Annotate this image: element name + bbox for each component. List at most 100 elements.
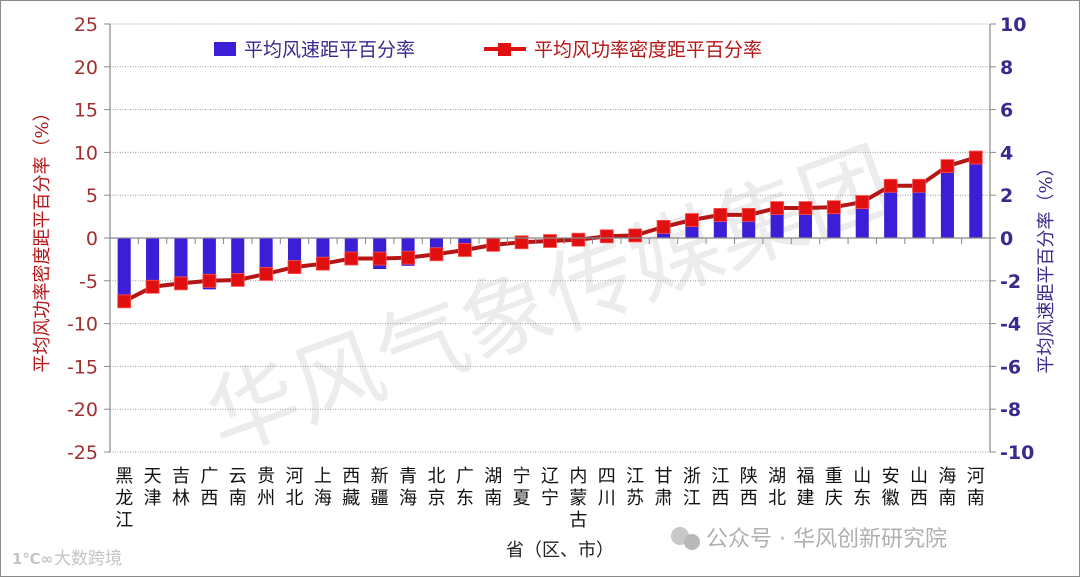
x-category-label: 庆 [825,488,843,509]
bar [316,238,330,262]
bar [657,231,671,238]
left-axis-tick-label: 25 [74,14,98,36]
line-marker [202,273,217,288]
line-marker [514,235,529,250]
x-category-label: 江 [115,510,133,531]
corner-watermark-text: 大数跨境 [54,549,122,569]
legend-bar-swatch [214,42,236,56]
x-category-label: 贵 [257,466,275,487]
bar [117,238,131,296]
x-category-label: 苏 [626,488,644,509]
line-marker [429,247,444,262]
x-category-label: 湖 [484,466,502,487]
x-category-label: 京 [427,488,445,509]
bar [344,238,358,257]
x-category-label: 福 [796,466,814,487]
x-category-label: 山 [910,466,928,487]
line-marker [968,150,983,165]
bar [940,171,954,238]
line-marker [656,219,671,234]
bar [713,219,727,238]
x-category-label: 江 [683,488,701,509]
right-axis-tick-label: 4 [1000,142,1013,164]
bar [146,238,160,283]
x-category-label: 湖 [768,466,786,487]
left-axis-tick-label: -5 [79,271,98,293]
line-marker [798,201,813,215]
bar [458,238,472,246]
corner-watermark: 1℃∞ 大数跨境 [12,549,122,569]
x-category-label: 徽 [882,488,900,509]
right-axis-tick-label: 8 [1000,57,1013,79]
x-category-label: 甘 [655,466,673,487]
left-axis-title: 平均风功率密度距平百分率（%） [32,103,53,372]
bar [174,238,188,281]
x-category-label: 川 [598,488,616,509]
diagonal-watermark: 华风气象传媒集团 [193,129,905,474]
left-axis-tick-label: 0 [86,228,98,250]
x-category-label: 北 [286,488,304,509]
corner-logo-icon: 1℃∞ [12,550,53,568]
x-category-label: 吉 [172,466,190,487]
x-category-label: 西 [711,488,729,509]
x-category-label: 津 [144,488,162,509]
x-category-label: 南 [938,488,956,509]
x-category-label: 西 [200,488,218,509]
gridlines [110,23,990,453]
x-category-label: 疆 [371,488,389,509]
x-category-label: 海 [399,488,417,509]
line-marker [372,251,387,266]
x-category-label: 新 [371,466,389,487]
line-marker [344,251,359,266]
diagonal-watermark-text: 华风气象传媒集团 [193,129,905,474]
line-marker [826,200,841,215]
x-category-label: 北 [427,466,445,487]
line-marker [940,159,955,173]
x-category-label: 东 [456,488,474,509]
line-marker [457,243,472,257]
x-category-label: 河 [286,466,304,487]
line-marker [713,207,728,222]
x-category-label: 浙 [683,466,701,487]
right-axis-tick-label: -6 [1000,356,1021,378]
right-axis-tick-label: 2 [1000,185,1013,207]
bar [287,238,302,264]
x-category-label: 海 [314,488,332,509]
right-axis-tick-label: -10 [1000,442,1034,464]
x-category-label: 海 [938,466,956,487]
x-category-label: 肃 [655,488,673,509]
x-category-label: 青 [399,466,417,487]
line-marker [259,267,274,281]
line-marker [741,207,756,222]
x-axis-labels: 黑龙江天津吉林广西云南贵州河北上海西藏新疆青海北京广东湖南宁夏辽宁内蒙古四川江苏… [115,466,985,531]
line-marker [628,228,643,243]
bar [969,162,983,238]
x-category-label: 龙 [115,488,133,509]
right-axis-tick-label: 0 [1000,228,1013,250]
x-category-label: 黑 [115,466,133,487]
x-category-label: 西 [910,488,928,509]
x-category-label: 天 [144,466,162,487]
line-marker [174,276,188,291]
bar [685,226,699,238]
x-category-label: 林 [172,488,190,509]
x-category-label: 河 [967,466,985,487]
x-category-label: 州 [257,488,275,509]
right-axis-tick-label: -8 [1000,399,1021,421]
left-axis-tick-label: -25 [67,442,98,464]
bar [770,213,784,238]
left-axis-tick-label: 15 [74,100,98,122]
left-axis-tick-label: 5 [86,185,98,207]
x-category-label: 广 [200,466,218,487]
power-density-line [117,150,983,309]
line-marker [855,195,870,209]
x-category-label: 藏 [342,488,360,509]
x-category-label: 上 [314,466,332,487]
bar [231,238,245,279]
left-axis-tick-label: -15 [67,356,98,378]
x-category-label: 东 [853,488,871,509]
left-axis-tick-label: -10 [67,314,98,336]
x-axis-title: 省（区、市） [506,540,614,561]
line-marker [883,178,898,193]
